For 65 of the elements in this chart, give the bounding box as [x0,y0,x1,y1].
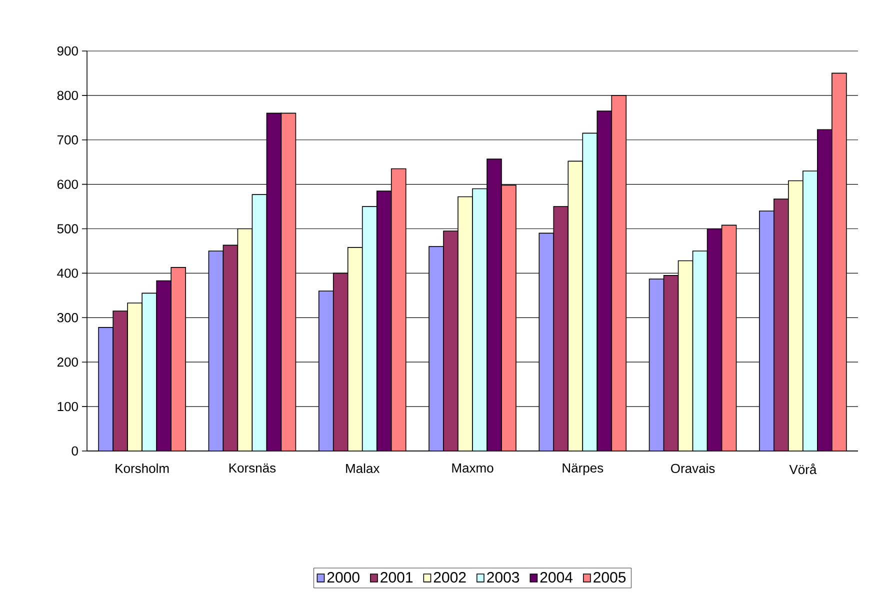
bar [252,194,267,451]
legend-label: 2002 [434,572,466,583]
bar [774,198,789,451]
bar [156,280,172,451]
y-tick-label: 900 [57,46,78,56]
bar [266,113,282,451]
bar [333,273,348,451]
x-tick-label: Närpes [562,464,604,476]
bar [318,290,334,451]
legend-label: 2005 [594,572,626,583]
bar [391,168,406,451]
bar [458,196,473,451]
bar [802,170,818,451]
bar [281,113,296,451]
bar [722,225,736,451]
bar [568,161,583,451]
bar [817,129,832,451]
legend-label: 2004 [540,572,573,583]
bar [788,180,804,451]
bar [98,327,114,451]
bar [692,250,708,451]
bar [487,158,502,451]
x-tick-label: Vörå [789,464,817,474]
y-tick-label: 700 [57,135,78,144]
bar [472,188,488,451]
bar [582,133,598,451]
bar [612,95,626,451]
bar [348,247,362,451]
x-tick-label: Korsnäs [229,464,276,473]
y-tick-label: 200 [57,357,78,367]
x-tick-label: Korsholm [116,464,169,474]
bar [444,230,458,451]
bar [142,293,157,451]
bar [664,275,678,451]
bar [376,190,392,451]
y-tick-label: 500 [57,224,78,234]
y-tick-label: 100 [58,402,78,412]
x-tick-label: Maxmo [452,464,494,473]
legend-label: 2003 [487,572,520,583]
bar [208,250,224,451]
bar [171,267,186,451]
bar [759,210,774,451]
legend-label: 2000 [327,572,360,583]
y-tick-label: 400 [57,268,78,278]
x-tick-label: Malax [346,464,380,474]
bar [238,228,252,451]
bar [362,206,377,451]
bar [832,72,847,451]
bar [707,228,722,451]
bar [502,185,516,451]
bar [649,278,664,451]
legend-label: 2001 [380,572,413,583]
bar [128,302,142,451]
bar [429,246,444,451]
bar [539,233,554,451]
y-tick-label: 800 [57,90,78,100]
x-tick-label: Oravais [671,464,715,474]
bar [678,260,693,451]
bar [597,110,612,451]
bar [554,206,568,451]
bar [113,310,128,451]
y-tick-label: 0 [72,446,78,456]
bar [223,245,238,451]
y-tick-label: 600 [57,180,78,189]
y-tick-label: 300 [57,313,78,322]
